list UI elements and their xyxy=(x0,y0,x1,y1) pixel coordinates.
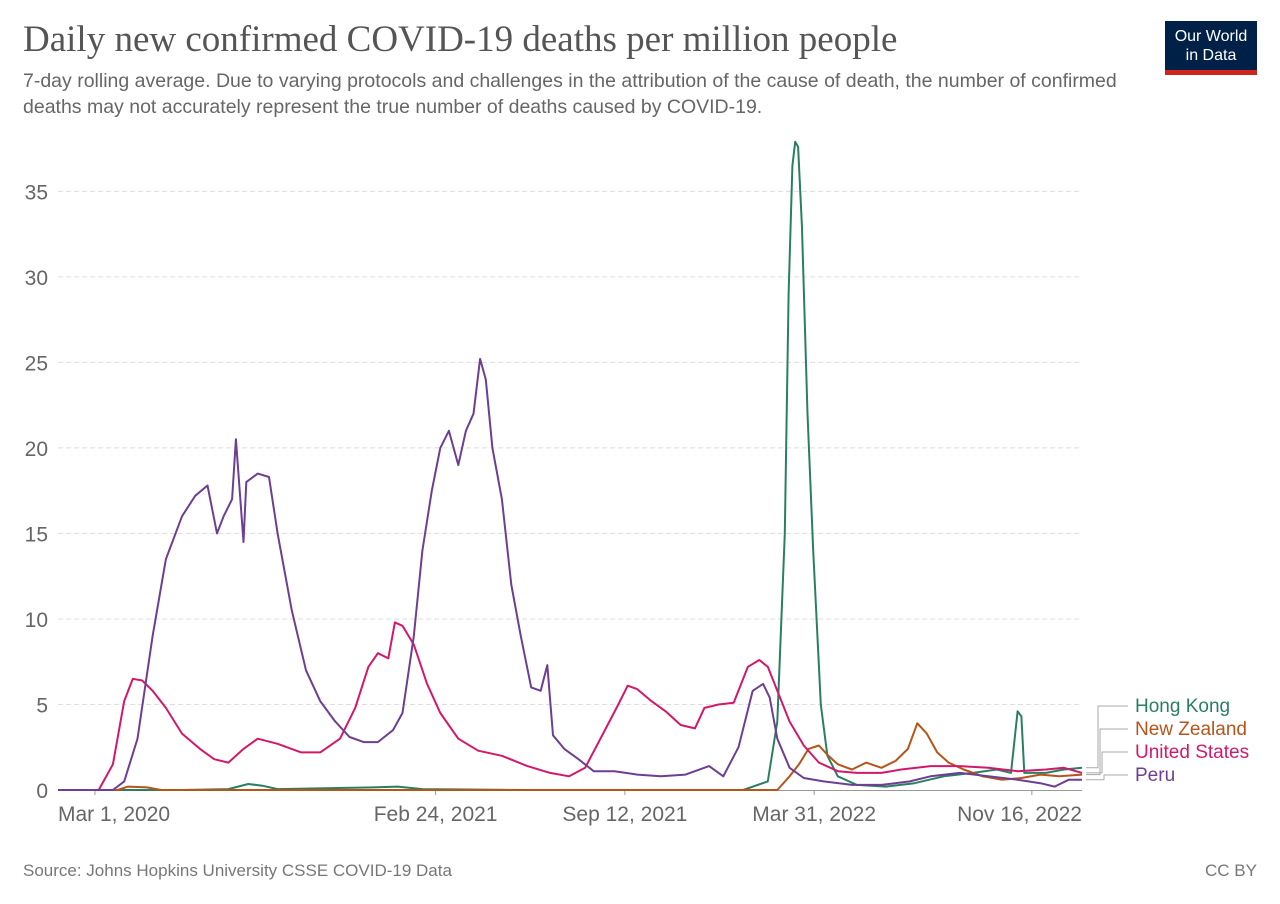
license-note[interactable]: CC BY xyxy=(1205,861,1257,880)
logo-line-1: Our World xyxy=(1174,28,1248,45)
series-line-peru xyxy=(58,357,1082,791)
x-tick-label: Nov 16, 2022 xyxy=(957,803,1082,826)
series-line-united-states xyxy=(58,621,1083,791)
legend-connector xyxy=(1086,774,1128,781)
series-lines xyxy=(58,140,1083,791)
y-tick-label: 15 xyxy=(25,523,48,546)
owid-logo[interactable]: Our World in Data xyxy=(1165,21,1257,75)
grid-lines xyxy=(58,190,1082,705)
series-line-hong-kong xyxy=(58,140,1083,791)
legend-connector xyxy=(1086,728,1128,776)
legend-connector xyxy=(1086,751,1128,774)
x-axis: Mar 1, 2020 Feb 24, 2021 Sep 12, 2021 Mar 3… xyxy=(58,790,1082,826)
chart-subtitle: 7-day rolling average. Due to varying pr… xyxy=(23,70,1117,118)
y-axis-ticks: 0 5 10 15 20 25 30 35 xyxy=(25,181,48,803)
legend-label: New Zealand xyxy=(1135,719,1247,740)
y-tick-label: 10 xyxy=(25,609,48,632)
x-tick-label: Mar 31, 2022 xyxy=(752,803,876,826)
chart-title: Daily new confirmed COVID-19 deaths per … xyxy=(23,19,898,60)
legend-label: Peru xyxy=(1135,765,1175,786)
x-tick-label: Feb 24, 2021 xyxy=(374,803,498,826)
y-tick-label: 20 xyxy=(25,438,48,461)
y-tick-label: 25 xyxy=(25,352,48,375)
legend-label: Hong Kong xyxy=(1135,696,1230,717)
logo-line-2: in Data xyxy=(1185,47,1237,64)
y-tick-label: 5 xyxy=(36,694,48,717)
y-tick-label: 35 xyxy=(25,181,48,204)
series-line-new-zealand xyxy=(58,722,1083,791)
legend-label: United States xyxy=(1135,742,1249,763)
x-tick-label: Sep 12, 2021 xyxy=(562,803,687,826)
y-tick-label: 30 xyxy=(25,267,48,290)
legend-connector xyxy=(1086,705,1128,769)
source-note[interactable]: Source: Johns Hopkins University CSSE CO… xyxy=(23,861,452,880)
y-tick-label: 0 xyxy=(36,780,48,803)
x-tick-label: Mar 1, 2020 xyxy=(58,803,170,826)
